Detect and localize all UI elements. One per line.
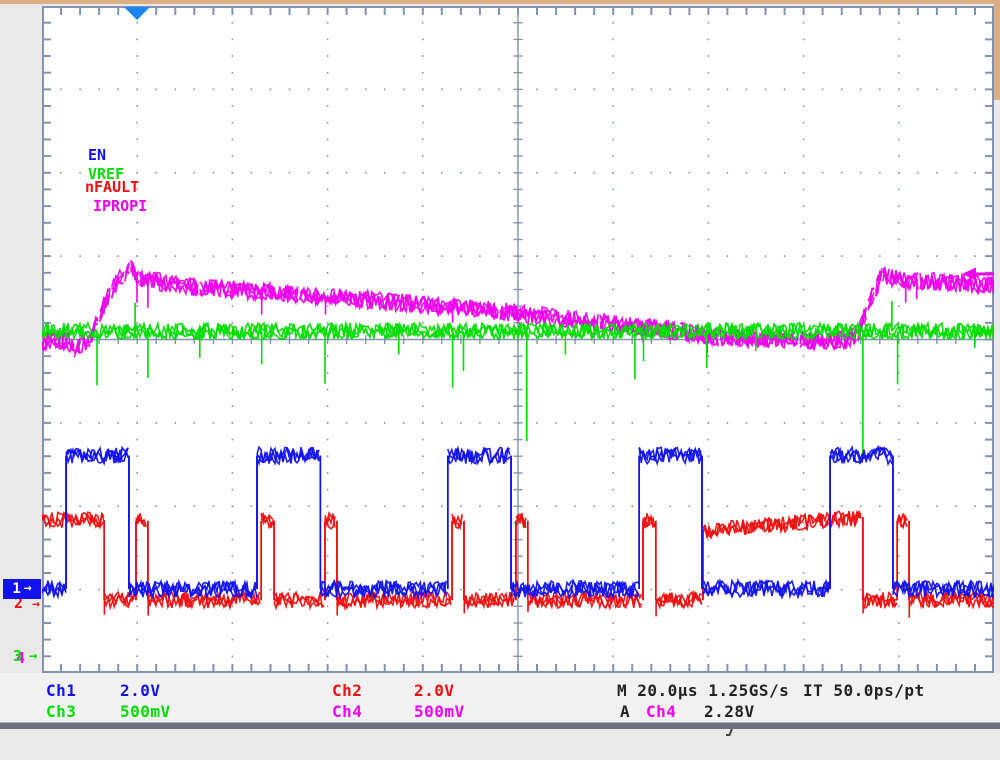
ch2-scale-readout[interactable]: 2.0V xyxy=(414,681,455,700)
en-trace-label: EN xyxy=(88,146,107,164)
trigger-level-readout[interactable]: 2.28V xyxy=(704,702,755,721)
right-arrow-icon: → xyxy=(23,581,32,596)
interpolation-readout[interactable]: IT 50.0ps/pt xyxy=(803,681,925,700)
ch3-scale-readout[interactable]: 500mV xyxy=(120,702,171,721)
left-arrow-icon xyxy=(962,267,994,281)
trigger-mode-label[interactable]: A xyxy=(620,702,631,721)
ch2-marker-number: 2 xyxy=(14,594,24,612)
waveform-traces xyxy=(42,260,994,618)
ch4-scale-readout[interactable]: 500mV xyxy=(414,702,465,721)
bottom-strip xyxy=(0,722,1000,729)
right-arrow-icon: → xyxy=(29,648,38,664)
nfault-trace-label: nFAULT xyxy=(85,178,140,196)
ch3-readout-label[interactable]: Ch3 xyxy=(46,702,77,721)
trigger-source-readout[interactable]: Ch4 xyxy=(646,702,677,721)
status-bar: Ch1 2.0V Ch2 2.0V M 20.0µs 1.25GS/s IT 5… xyxy=(0,673,1000,736)
ch1-readout-label[interactable]: Ch1 xyxy=(46,681,77,700)
right-arrow-icon: → xyxy=(32,597,40,612)
top-window-border xyxy=(0,0,1000,4)
trigger-position-marker[interactable] xyxy=(124,7,150,20)
ch1-position-marker[interactable]: 1 → xyxy=(3,579,41,599)
ch4-readout-label[interactable]: Ch4 xyxy=(332,702,363,721)
ch2-readout-label[interactable]: Ch2 xyxy=(332,681,363,700)
waveform-display[interactable] xyxy=(42,6,994,673)
vref-trace-label: VREF xyxy=(88,165,125,183)
trigger-level-marker[interactable] xyxy=(960,266,994,281)
ch4-marker-number: 4 xyxy=(16,649,26,667)
right-window-border xyxy=(994,0,1000,100)
ipropi-trace-label: IPROPI xyxy=(93,197,148,215)
oscilloscope-screen: { "screen": { "chrome_color": "#e9e9e9",… xyxy=(0,0,1000,736)
ch1-marker-number: 1 xyxy=(12,581,21,597)
ch1-scale-readout[interactable]: 2.0V xyxy=(120,681,161,700)
ch2-position-marker[interactable]: 2 → xyxy=(14,594,40,612)
timebase-readout[interactable]: M 20.0µs 1.25GS/s xyxy=(617,681,790,700)
ch3-marker-number: 3 xyxy=(13,647,23,665)
